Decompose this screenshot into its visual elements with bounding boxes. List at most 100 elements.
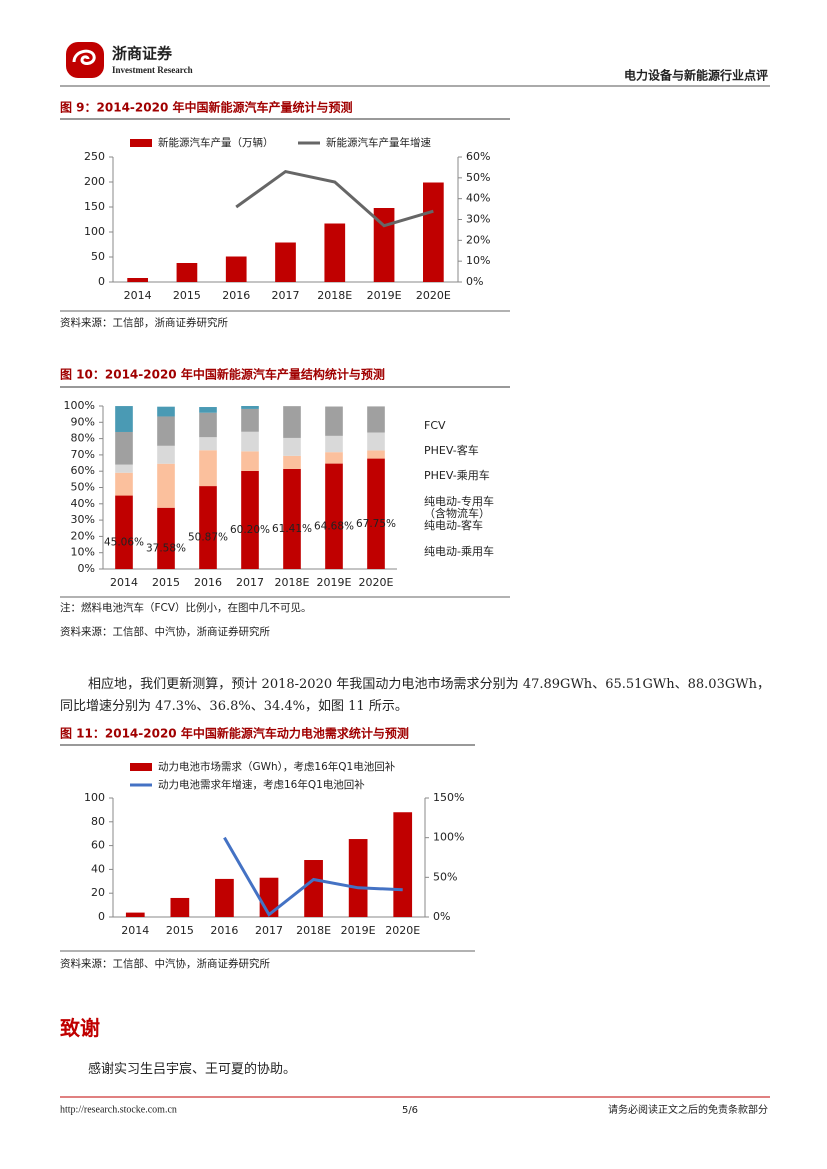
x-tick-label: 2017 (272, 289, 300, 302)
bar (393, 812, 413, 917)
bar-segment (199, 407, 217, 413)
legend-entry: FCV (415, 420, 506, 432)
y2-tick-label: 0% (433, 910, 450, 923)
bar-segment (199, 437, 217, 451)
y-tick-label: 0 (98, 275, 105, 288)
bar-segment (115, 406, 133, 432)
paragraph: 相应地，我们更新测算，预计 2018-2020 年我国动力电池市场需求分别为 4… (60, 677, 770, 714)
y2-tick-label: 100% (433, 831, 464, 844)
x-tick-label: 2018E (296, 924, 331, 937)
page-number: 5/6 (402, 1105, 418, 1116)
x-tick-label: 2015 (173, 289, 201, 302)
bar-segment (241, 406, 259, 409)
y2-tick-label: 50% (466, 171, 490, 184)
bar-segment (157, 406, 175, 417)
x-tick-label: 2019E (317, 576, 352, 589)
legend-label: 动力电池市场需求（GWh），考虑16年Q1电池回补 (158, 760, 396, 773)
y2-tick-label: 0% (466, 275, 483, 288)
y-tick-label: 10% (71, 546, 95, 559)
legend-label: 纯电动-乘用车 (424, 545, 494, 558)
bar-segment (115, 472, 133, 496)
bar-segment (241, 470, 259, 569)
bar-segment (325, 435, 343, 453)
bar-segment (157, 507, 175, 569)
bar-segment (367, 458, 385, 569)
acknowledgement: 感谢实习生吕宇宸、王可夏的协助。 (88, 1062, 297, 1077)
y-tick-label: 0% (78, 562, 95, 575)
x-tick-label: 2018E (275, 576, 310, 589)
figure-source: 资料来源：工信部、中汽协，浙商证券研究所 (60, 957, 270, 970)
y2-tick-label: 30% (466, 213, 490, 226)
figure-source: 资料来源：工信部、中汽协，浙商证券研究所 (60, 625, 270, 638)
bar-segment (325, 463, 343, 569)
bar (348, 839, 368, 917)
y-tick-label: 80 (91, 815, 105, 828)
y-tick-label: 50% (71, 481, 95, 494)
x-tick-label: 2014 (121, 924, 149, 937)
brand-en: Investment Research (112, 65, 193, 75)
legend-entry: 纯电动-乘用车 (415, 546, 506, 558)
line-series (235, 169, 434, 228)
x-tick-label: 2020E (385, 924, 420, 937)
legend-label: 新能源汽车产量年增速 (326, 136, 431, 149)
bar-segment (283, 406, 301, 438)
bar-segment (367, 406, 385, 433)
logo-swirl (72, 49, 96, 65)
bar-segment (283, 437, 301, 456)
bar-segment (241, 431, 259, 452)
bar (423, 182, 444, 282)
y-tick-label: 20 (91, 886, 105, 899)
bar-segment (157, 445, 175, 464)
bar-segment (115, 431, 133, 465)
y-tick-label: 70% (71, 448, 95, 461)
x-tick-label: 2020E (359, 576, 394, 589)
x-tick-label: 2020E (416, 289, 451, 302)
legend-label: 动力电池需求年增速，考虑16年Q1电池回补 (158, 778, 365, 791)
y2-tick-label: 20% (466, 233, 490, 246)
bar (176, 263, 198, 282)
x-tick-label: 2019E (367, 289, 402, 302)
bar-segment (199, 486, 217, 569)
figure-source: 资料来源：工信部，浙商证券研究所 (60, 316, 228, 329)
legend-entry: 纯电动-专用车（含物流车） (415, 496, 506, 520)
bar-segment (199, 450, 217, 487)
bar-segment (115, 464, 133, 473)
y-tick-label: 20% (71, 529, 95, 542)
bar-segment (367, 450, 385, 459)
y-tick-label: 50 (91, 250, 105, 263)
footer-url: http://research.stocke.com.cn (60, 1104, 177, 1115)
y2-tick-label: 10% (466, 254, 490, 267)
y2-tick-label: 150% (433, 791, 464, 804)
bar-segment (325, 406, 343, 436)
bar-segment (367, 432, 385, 451)
x-tick-label: 2015 (166, 924, 194, 937)
section-title: 致谢 (60, 1016, 100, 1040)
report-type: 电力设备与新能源行业点评 (624, 68, 768, 83)
figure-note: 注：燃料电池汽车（FCV）比例小，在图中几不可见。 (60, 601, 312, 614)
legend-label: 纯电动-专用车（含物流车） (424, 495, 494, 520)
brand: 浙商证券 (112, 45, 173, 63)
legend-label: PHEV-乘用车 (424, 469, 490, 482)
line-series (223, 836, 403, 917)
value-label: 50.87% (188, 532, 228, 544)
y-tick-label: 40 (91, 862, 105, 875)
bar (275, 242, 296, 282)
bar-segment (157, 416, 175, 446)
figure-title: 图 11：2014-2020 年中国新能源汽车动力电池需求统计与预测 (60, 726, 409, 741)
bar-segment (283, 468, 301, 569)
y-tick-label: 200 (84, 175, 105, 188)
legend-entry: 纯电动-客车 (415, 520, 506, 532)
x-tick-label: 2017 (255, 924, 283, 937)
bar-segment (325, 452, 343, 464)
bar-segment (241, 451, 259, 471)
bar-segment (241, 408, 259, 432)
y2-tick-label: 50% (433, 870, 457, 883)
y-tick-label: 100 (84, 791, 105, 804)
legend-label: 新能源汽车产量（万辆） (158, 136, 274, 149)
value-label: 61.41% (272, 523, 312, 535)
x-tick-label: 2017 (236, 576, 264, 589)
bar (125, 912, 145, 917)
figure-title: 图 9：2014-2020 年中国新能源汽车产量统计与预测 (60, 100, 352, 115)
